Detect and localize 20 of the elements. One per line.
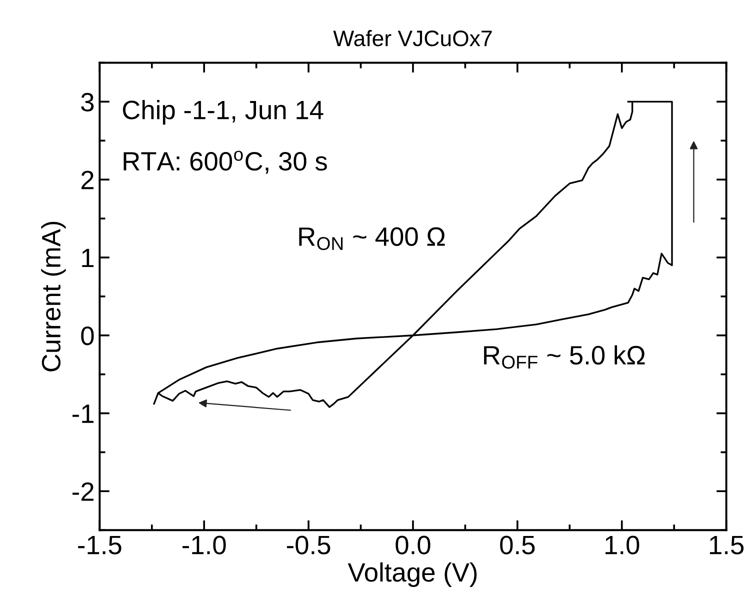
y-tick-label: 3 (81, 92, 94, 112)
y-tick-label: 0 (81, 326, 94, 346)
x-tick-label: 0.0 (396, 536, 430, 554)
y-axis-title: Current (mA) (41, 222, 66, 372)
y-tick-label: 1 (82, 248, 94, 268)
annotation: R$_{ON}$ ~ 400 Ω (299, 227, 445, 250)
x-tick-label: -1.0 (182, 536, 226, 554)
annotation: R$_{OFF}$ ~ 5.0 kΩ (484, 345, 645, 369)
x-tick-label: -1.5 (78, 536, 122, 554)
x-tick-label: 1.5 (710, 536, 744, 554)
x-tick-label: -0.5 (286, 536, 330, 554)
annotation: Chip -1-1, Jun 14 (122, 100, 324, 125)
y-tick-label: 2 (81, 170, 94, 190)
x-tick-label: 1.0 (606, 536, 640, 554)
x-tick-label: 0.5 (500, 536, 535, 554)
y-tick-label: -2 (72, 482, 94, 501)
annotation: RTA: 600$^{o}$C, 30 s (124, 150, 327, 174)
chart-title: Wafer VJCuOx7 (333, 30, 492, 46)
y-tick-label: -1 (72, 404, 94, 423)
x-axis-title: Voltage (V) (348, 562, 477, 587)
